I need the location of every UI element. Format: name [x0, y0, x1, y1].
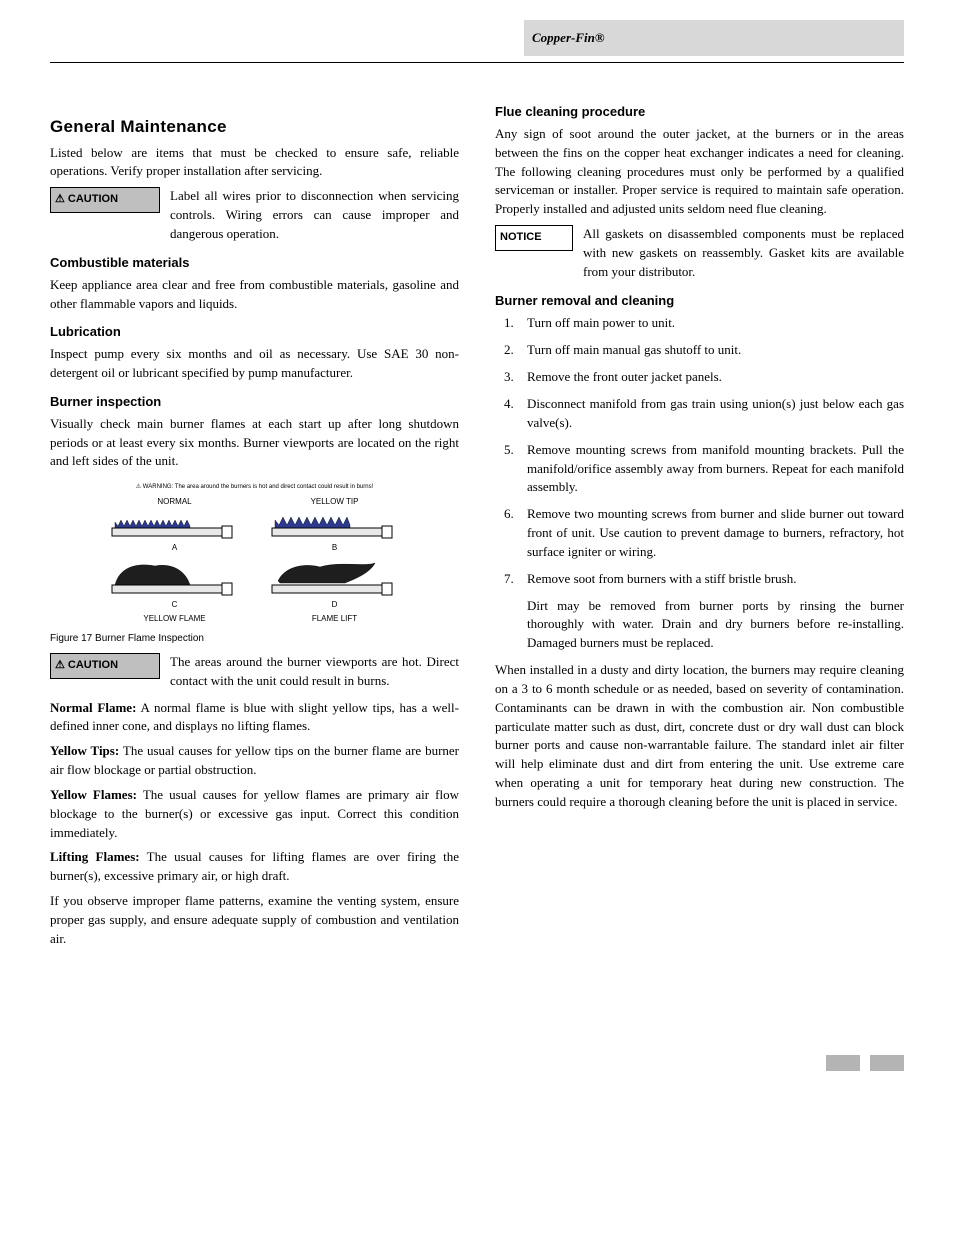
header-right-band: Copper-Fin® — [524, 20, 904, 56]
lead-lf: Lifting Flames: — [50, 849, 140, 864]
subhead-burner-removal: Burner removal and cleaning — [495, 292, 904, 311]
figure-d-bot: D — [265, 599, 405, 611]
footer-bars — [50, 1055, 904, 1071]
burner-drawing-b — [270, 510, 400, 540]
figure-c-lbl: YELLOW FLAME — [105, 613, 245, 625]
step-7-text: Remove soot from burners with a stiff br… — [527, 571, 796, 586]
right-column: Flue cleaning procedure Any sign of soot… — [495, 103, 904, 955]
step-2: Turn off main manual gas shutoff to unit… — [517, 341, 904, 360]
figure-row-2: C YELLOW FLAME D FLAME LIFT — [105, 561, 405, 624]
figure-a-bot: A — [105, 542, 245, 554]
figure-b-bot: B — [265, 542, 405, 554]
lead-normal: Normal Flame: — [50, 700, 136, 715]
page-header: Copper-Fin® — [50, 20, 904, 56]
figure-cell-d: D FLAME LIFT — [265, 561, 405, 624]
figure-warning-text: ⚠ WARNING: The area around the burners i… — [105, 483, 405, 492]
caution-callout-1: ⚠ CAUTION Label all wires prior to disco… — [50, 187, 459, 244]
left-column: General Maintenance Listed below are ite… — [50, 103, 459, 955]
header-left-space — [50, 20, 524, 56]
step-5: Remove mounting screws from manifold mou… — [517, 441, 904, 498]
caution-box-2: ⚠ CAUTION — [50, 653, 160, 679]
figure-b-top: YELLOW TIP — [265, 496, 405, 508]
footer-bar-2 — [870, 1055, 904, 1071]
caution-box-1: ⚠ CAUTION — [50, 187, 160, 213]
caution-text-2: The areas around the burner viewports ar… — [170, 653, 459, 691]
notice-box: NOTICE — [495, 225, 573, 251]
figure-cell-a: NORMAL A — [105, 496, 245, 553]
lead-yf: Yellow Flames: — [50, 787, 137, 802]
para-lifting-flames: Lifting Flames: The usual causes for lif… — [50, 848, 459, 886]
brand-name: Copper-Fin® — [532, 29, 605, 48]
figure-a-top: NORMAL — [105, 496, 245, 508]
step-6: Remove two mounting screws from burner a… — [517, 505, 904, 562]
para-yellow-tips: Yellow Tips: The usual causes for yellow… — [50, 742, 459, 780]
step-4: Disconnect manifold from gas train using… — [517, 395, 904, 433]
figure-cell-c: C YELLOW FLAME — [105, 561, 245, 624]
burner-drawing-a — [110, 510, 240, 540]
step-7: Remove soot from burners with a stiff br… — [517, 570, 904, 653]
two-column-layout: General Maintenance Listed below are ite… — [50, 103, 904, 955]
step-7-after: Dirt may be removed from burner ports by… — [527, 597, 904, 654]
notice-callout: NOTICE All gaskets on disassembled compo… — [495, 225, 904, 282]
footer-bar-1 — [826, 1055, 860, 1071]
burner-drawing-c — [110, 561, 240, 597]
subhead-flue-clean: Flue cleaning procedure — [495, 103, 904, 122]
caution-callout-2: ⚠ CAUTION The areas around the burner vi… — [50, 653, 459, 691]
para-burner-insp: Visually check main burner flames at eac… — [50, 415, 459, 472]
header-rule — [50, 62, 904, 63]
subhead-combustible: Combustible materials — [50, 254, 459, 273]
step-3: Remove the front outer jacket panels. — [517, 368, 904, 387]
caution-text-1: Label all wires prior to disconnection w… — [170, 187, 459, 244]
step-1: Turn off main power to unit. — [517, 314, 904, 333]
para-yellow-flames: Yellow Flames: The usual causes for yell… — [50, 786, 459, 843]
subhead-burner-insp: Burner inspection — [50, 393, 459, 412]
para-combustible: Keep appliance area clear and free from … — [50, 276, 459, 314]
figure-d-lbl: FLAME LIFT — [265, 613, 405, 625]
para-improper: If you observe improper flame patterns, … — [50, 892, 459, 949]
figure-c-bot: C — [105, 599, 245, 611]
notice-text: All gaskets on disassembled components m… — [583, 225, 904, 282]
section-title-general: General Maintenance — [50, 115, 459, 140]
figure-17-caption: Figure 17 Burner Flame Inspection — [50, 632, 459, 647]
para-flue-clean: Any sign of soot around the outer jacket… — [495, 125, 904, 219]
figure-cell-b: YELLOW TIP B — [265, 496, 405, 553]
intro-paragraph: Listed below are items that must be chec… — [50, 144, 459, 182]
para-lubrication: Inspect pump every six months and oil as… — [50, 345, 459, 383]
figure-row-1: NORMAL A YELLOW TIP B — [105, 496, 405, 553]
procedure-steps: Turn off main power to unit. Turn off ma… — [495, 314, 904, 653]
lead-yt: Yellow Tips: — [50, 743, 119, 758]
burner-drawing-d — [270, 561, 400, 597]
para-normal-flame: Normal Flame: A normal flame is blue wit… — [50, 699, 459, 737]
figure-17: ⚠ WARNING: The area around the burners i… — [105, 483, 405, 624]
para-dusty: When installed in a dusty and dirty loca… — [495, 661, 904, 812]
subhead-lubrication: Lubrication — [50, 323, 459, 342]
